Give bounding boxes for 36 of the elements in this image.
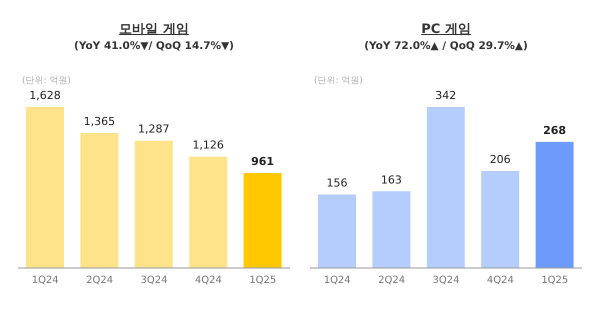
data-label: 163 xyxy=(380,173,402,186)
x-tick-label: 2Q24 xyxy=(86,275,114,286)
data-label: 961 xyxy=(251,154,274,168)
data-label: 1,287 xyxy=(138,122,170,136)
data-label: 1,365 xyxy=(84,115,116,128)
x-tick-label: 1Q25 xyxy=(541,275,568,286)
data-label: 342 xyxy=(435,89,456,102)
bar xyxy=(244,172,282,268)
x-tick-label: 1Q25 xyxy=(249,275,276,286)
bar xyxy=(134,140,173,268)
x-tick-label: 3Q24 xyxy=(140,275,168,286)
bar xyxy=(536,142,574,268)
bar xyxy=(426,107,465,268)
chart-subtitle: (YoY 72.0%▲ / QoQ 29.7%▲) xyxy=(363,40,529,52)
bar xyxy=(26,107,64,268)
x-tick-label: 4Q24 xyxy=(194,275,222,286)
bar xyxy=(372,191,410,268)
text: (단위: 억원) xyxy=(22,75,72,87)
x-tick-label: 1Q24 xyxy=(32,275,59,286)
bar xyxy=(80,133,118,268)
bar xyxy=(481,171,520,268)
chart-title: PC 게임 xyxy=(420,21,472,38)
chart-subtitle: (YoY 41.0%▼/ QoQ 14.7%▼) xyxy=(73,40,235,52)
chart-title: 모바일 게임 xyxy=(118,21,190,38)
data-label: 1,126 xyxy=(192,138,224,152)
x-tick-label: 4Q24 xyxy=(486,275,514,286)
data-label: 1,628 xyxy=(29,89,61,102)
bar xyxy=(318,194,356,268)
x-tick-label: 1Q24 xyxy=(324,275,351,286)
x-tick-label: 2Q24 xyxy=(378,275,406,286)
data-label: 206 xyxy=(490,153,511,166)
data-label: 156 xyxy=(326,176,348,190)
bar xyxy=(189,156,228,268)
x-tick-label: 3Q24 xyxy=(432,275,460,286)
text: (단위: 억원) xyxy=(314,75,364,87)
data-label: 268 xyxy=(543,124,566,137)
